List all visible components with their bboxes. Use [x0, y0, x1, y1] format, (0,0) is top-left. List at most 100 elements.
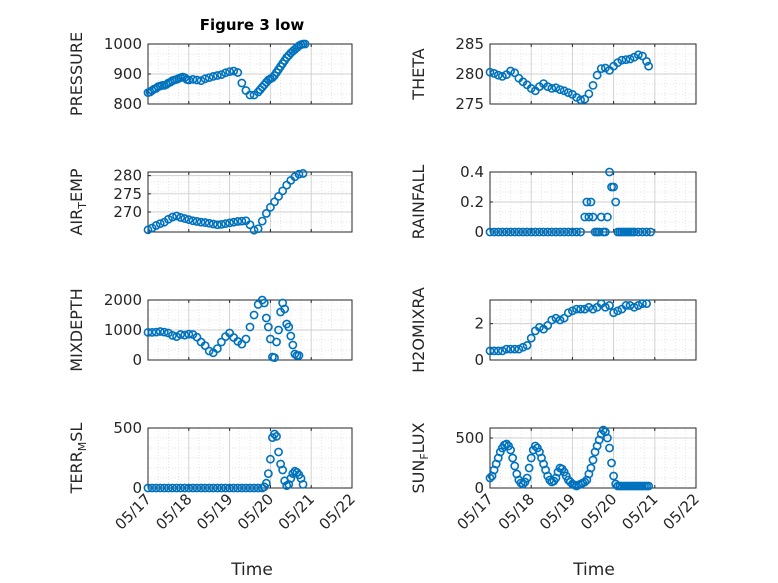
data-point	[559, 86, 569, 96]
data-point	[646, 227, 656, 237]
data-point	[245, 90, 255, 100]
panel-8: 050005/1705/1805/1905/2005/2105/22SUNFLU…	[409, 422, 703, 533]
data-point	[217, 219, 226, 229]
data-point	[506, 445, 515, 455]
data-point	[155, 219, 165, 229]
y-tick-label: 2	[474, 315, 484, 333]
data-point	[212, 220, 222, 230]
y-axis-label: TERRMSL	[67, 423, 89, 495]
x-tick-label: 05/21	[618, 490, 661, 533]
data-point	[180, 483, 190, 493]
data-point	[644, 481, 654, 491]
data-point	[638, 227, 647, 237]
data-point	[497, 227, 507, 237]
data-point	[265, 454, 275, 464]
data-point	[510, 344, 520, 354]
data-point	[642, 227, 651, 237]
data-point	[535, 322, 544, 332]
data-point	[489, 227, 499, 237]
data-point	[200, 74, 210, 84]
data-point	[609, 182, 618, 192]
data-point	[514, 227, 524, 237]
data-point	[272, 431, 281, 441]
data-point	[204, 483, 214, 493]
data-point	[633, 227, 643, 237]
data-point	[294, 169, 304, 179]
data-point	[485, 473, 495, 483]
data-point	[147, 483, 157, 493]
data-point	[272, 337, 281, 347]
data-point	[274, 325, 283, 335]
x-tick-label: 05/22	[316, 490, 359, 533]
data-point	[208, 219, 218, 229]
data-point	[263, 469, 273, 478]
data-point	[237, 216, 247, 226]
y-tick-label: 1000	[104, 321, 142, 339]
data-point	[526, 453, 536, 463]
data-point	[192, 483, 202, 493]
data-point	[621, 55, 631, 64]
data-point	[543, 82, 553, 91]
data-point	[514, 344, 524, 354]
panel-5: 0 1000 2000 MIXDEPTH	[67, 288, 353, 372]
data-point	[592, 70, 602, 80]
data-point	[298, 479, 308, 489]
axes-box	[489, 299, 697, 361]
data-point	[629, 302, 639, 312]
data-point	[284, 322, 294, 332]
data-point	[290, 349, 300, 359]
panel-1: 800 900 1000 PRESSURE	[67, 32, 353, 116]
panel-4: 0 0.2 0.4 RAINFALL	[409, 163, 697, 241]
data-point	[580, 212, 590, 222]
data-point	[617, 55, 627, 65]
data-point	[143, 225, 153, 235]
data-point	[212, 483, 222, 493]
data-point	[568, 227, 577, 237]
data-point	[555, 227, 565, 237]
data-point	[555, 85, 565, 94]
data-point	[588, 212, 598, 222]
data-point	[196, 76, 206, 85]
data-point	[261, 478, 271, 488]
data-point	[168, 330, 177, 340]
data-point	[221, 68, 230, 78]
data-point	[192, 217, 202, 226]
data-point	[638, 51, 647, 61]
data-point	[584, 212, 594, 222]
axes-box	[147, 171, 353, 233]
panel-2: 275 280 285 THETA	[409, 35, 697, 113]
data-point	[563, 308, 573, 318]
data-point	[506, 227, 515, 237]
data-point	[188, 216, 198, 226]
data-point	[547, 227, 557, 237]
data-point	[196, 217, 206, 227]
data-point	[518, 342, 528, 352]
data-point	[539, 227, 548, 237]
data-point	[229, 483, 239, 493]
data-point	[551, 313, 561, 323]
data-point	[580, 477, 590, 487]
data-point	[524, 463, 534, 473]
data-point	[576, 95, 586, 105]
y-axis-label: THETA	[409, 48, 428, 100]
data-point	[204, 73, 214, 82]
data-point	[172, 211, 181, 221]
data-point	[176, 330, 186, 339]
x-tick-label: 05/18	[152, 490, 195, 533]
data-point	[225, 218, 234, 228]
y-axis-label: MIXDEPTH	[67, 288, 86, 371]
data-point	[493, 227, 503, 237]
y-tick-label: 275	[113, 185, 142, 203]
data-point	[159, 327, 169, 337]
data-point	[563, 227, 573, 237]
data-point	[249, 310, 259, 320]
data-point	[485, 67, 495, 77]
data-point	[155, 327, 165, 336]
data-point	[489, 69, 499, 78]
data-point	[603, 433, 612, 443]
x-tick-label: 05/19	[193, 490, 236, 533]
data-point	[576, 227, 586, 237]
data-point	[510, 68, 520, 78]
data-point	[563, 88, 573, 97]
data-point	[184, 483, 194, 493]
